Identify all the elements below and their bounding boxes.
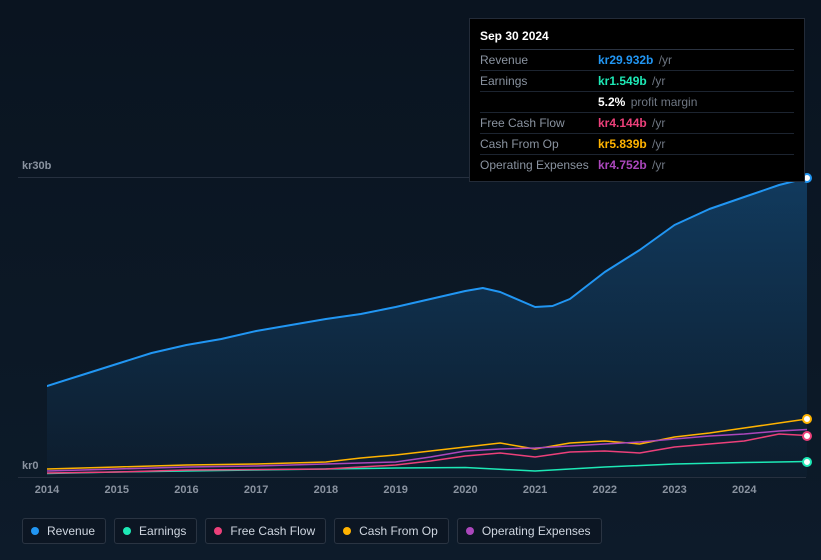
tooltip-row-earnings: Earningskr1.549b /yr	[480, 71, 794, 92]
legend-dot-icon	[343, 527, 351, 535]
tooltip-row-value: kr4.144b /yr	[598, 116, 794, 130]
x-axis-label: 2014	[35, 484, 59, 496]
y-axis-label-min: kr0	[22, 460, 39, 472]
legend-dot-icon	[123, 527, 131, 535]
tooltip-row-value: kr1.549b /yr	[598, 74, 794, 88]
legend-label: Revenue	[47, 524, 95, 538]
legend-item-opex[interactable]: Operating Expenses	[457, 518, 602, 544]
tooltip-row-opex: Operating Expenseskr4.752b /yr	[480, 155, 794, 175]
tooltip-row-sub-earnings: 5.2% profit margin	[480, 92, 794, 113]
tooltip-row-label: Earnings	[480, 74, 598, 88]
tooltip: Sep 30 2024 Revenuekr29.932b /yrEarnings…	[469, 18, 805, 182]
legend-label: Earnings	[139, 524, 186, 538]
x-axis-label: 2022	[593, 484, 617, 496]
y-axis-label-max: kr30b	[22, 160, 51, 172]
legend-dot-icon	[466, 527, 474, 535]
tooltip-row-cfo: Cash From Opkr5.839b /yr	[480, 134, 794, 155]
x-axis-label: 2018	[314, 484, 338, 496]
end-marker-cfo	[802, 414, 812, 424]
chart-root: { "chart": { "type": "line", "background…	[0, 0, 821, 560]
x-axis-label: 2021	[523, 484, 547, 496]
tooltip-row-label: Free Cash Flow	[480, 116, 598, 130]
x-axis-label: 2015	[104, 484, 128, 496]
x-axis-label: 2023	[662, 484, 686, 496]
legend-dot-icon	[31, 527, 39, 535]
tooltip-row-value: kr4.752b /yr	[598, 158, 794, 172]
tooltip-row-fcf: Free Cash Flowkr4.144b /yr	[480, 113, 794, 134]
tooltip-row-value: kr29.932b /yr	[598, 53, 794, 67]
tooltip-row-label: Operating Expenses	[480, 158, 598, 172]
x-axis-label: 2017	[244, 484, 268, 496]
legend-item-fcf[interactable]: Free Cash Flow	[205, 518, 326, 544]
x-axis-label: 2019	[383, 484, 407, 496]
tooltip-row-value: kr5.839b /yr	[598, 137, 794, 151]
tooltip-row-revenue: Revenuekr29.932b /yr	[480, 50, 794, 71]
x-axis-label: 2016	[174, 484, 198, 496]
legend-label: Free Cash Flow	[230, 524, 315, 538]
legend-dot-icon	[214, 527, 222, 535]
series-area-revenue	[47, 178, 807, 477]
tooltip-date: Sep 30 2024	[480, 25, 794, 50]
end-marker-earnings	[802, 457, 812, 467]
plot-area[interactable]	[47, 177, 807, 477]
tooltip-row-label: Cash From Op	[480, 137, 598, 151]
tooltip-sub-value: 5.2% profit margin	[598, 95, 794, 109]
legend-item-revenue[interactable]: Revenue	[22, 518, 106, 544]
legend-item-earnings[interactable]: Earnings	[114, 518, 197, 544]
legend: Revenue Earnings Free Cash Flow Cash From O…	[22, 518, 602, 544]
end-marker-fcf	[802, 431, 812, 441]
legend-label: Operating Expenses	[482, 524, 591, 538]
gridline-bottom	[18, 477, 806, 478]
tooltip-sub-spacer	[480, 95, 598, 109]
x-axis-label: 2020	[453, 484, 477, 496]
legend-item-cfo[interactable]: Cash From Op	[334, 518, 449, 544]
x-axis-labels: 2014 2015 2016 2017 2018 2019 2020 2021 2022 2023…	[0, 484, 821, 500]
x-axis-label: 2024	[732, 484, 756, 496]
tooltip-row-label: Revenue	[480, 53, 598, 67]
legend-label: Cash From Op	[359, 524, 438, 538]
